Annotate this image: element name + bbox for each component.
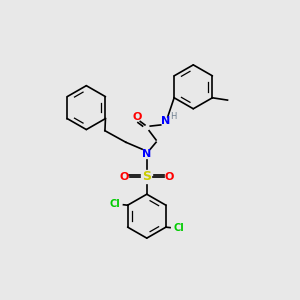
Text: O: O	[120, 172, 129, 182]
Text: H: H	[170, 112, 177, 121]
Text: Cl: Cl	[173, 223, 184, 233]
Text: O: O	[133, 112, 142, 122]
Text: N: N	[142, 149, 152, 159]
Text: O: O	[164, 172, 174, 182]
Text: S: S	[142, 170, 151, 183]
Text: Cl: Cl	[110, 199, 120, 209]
Text: N: N	[161, 116, 170, 127]
